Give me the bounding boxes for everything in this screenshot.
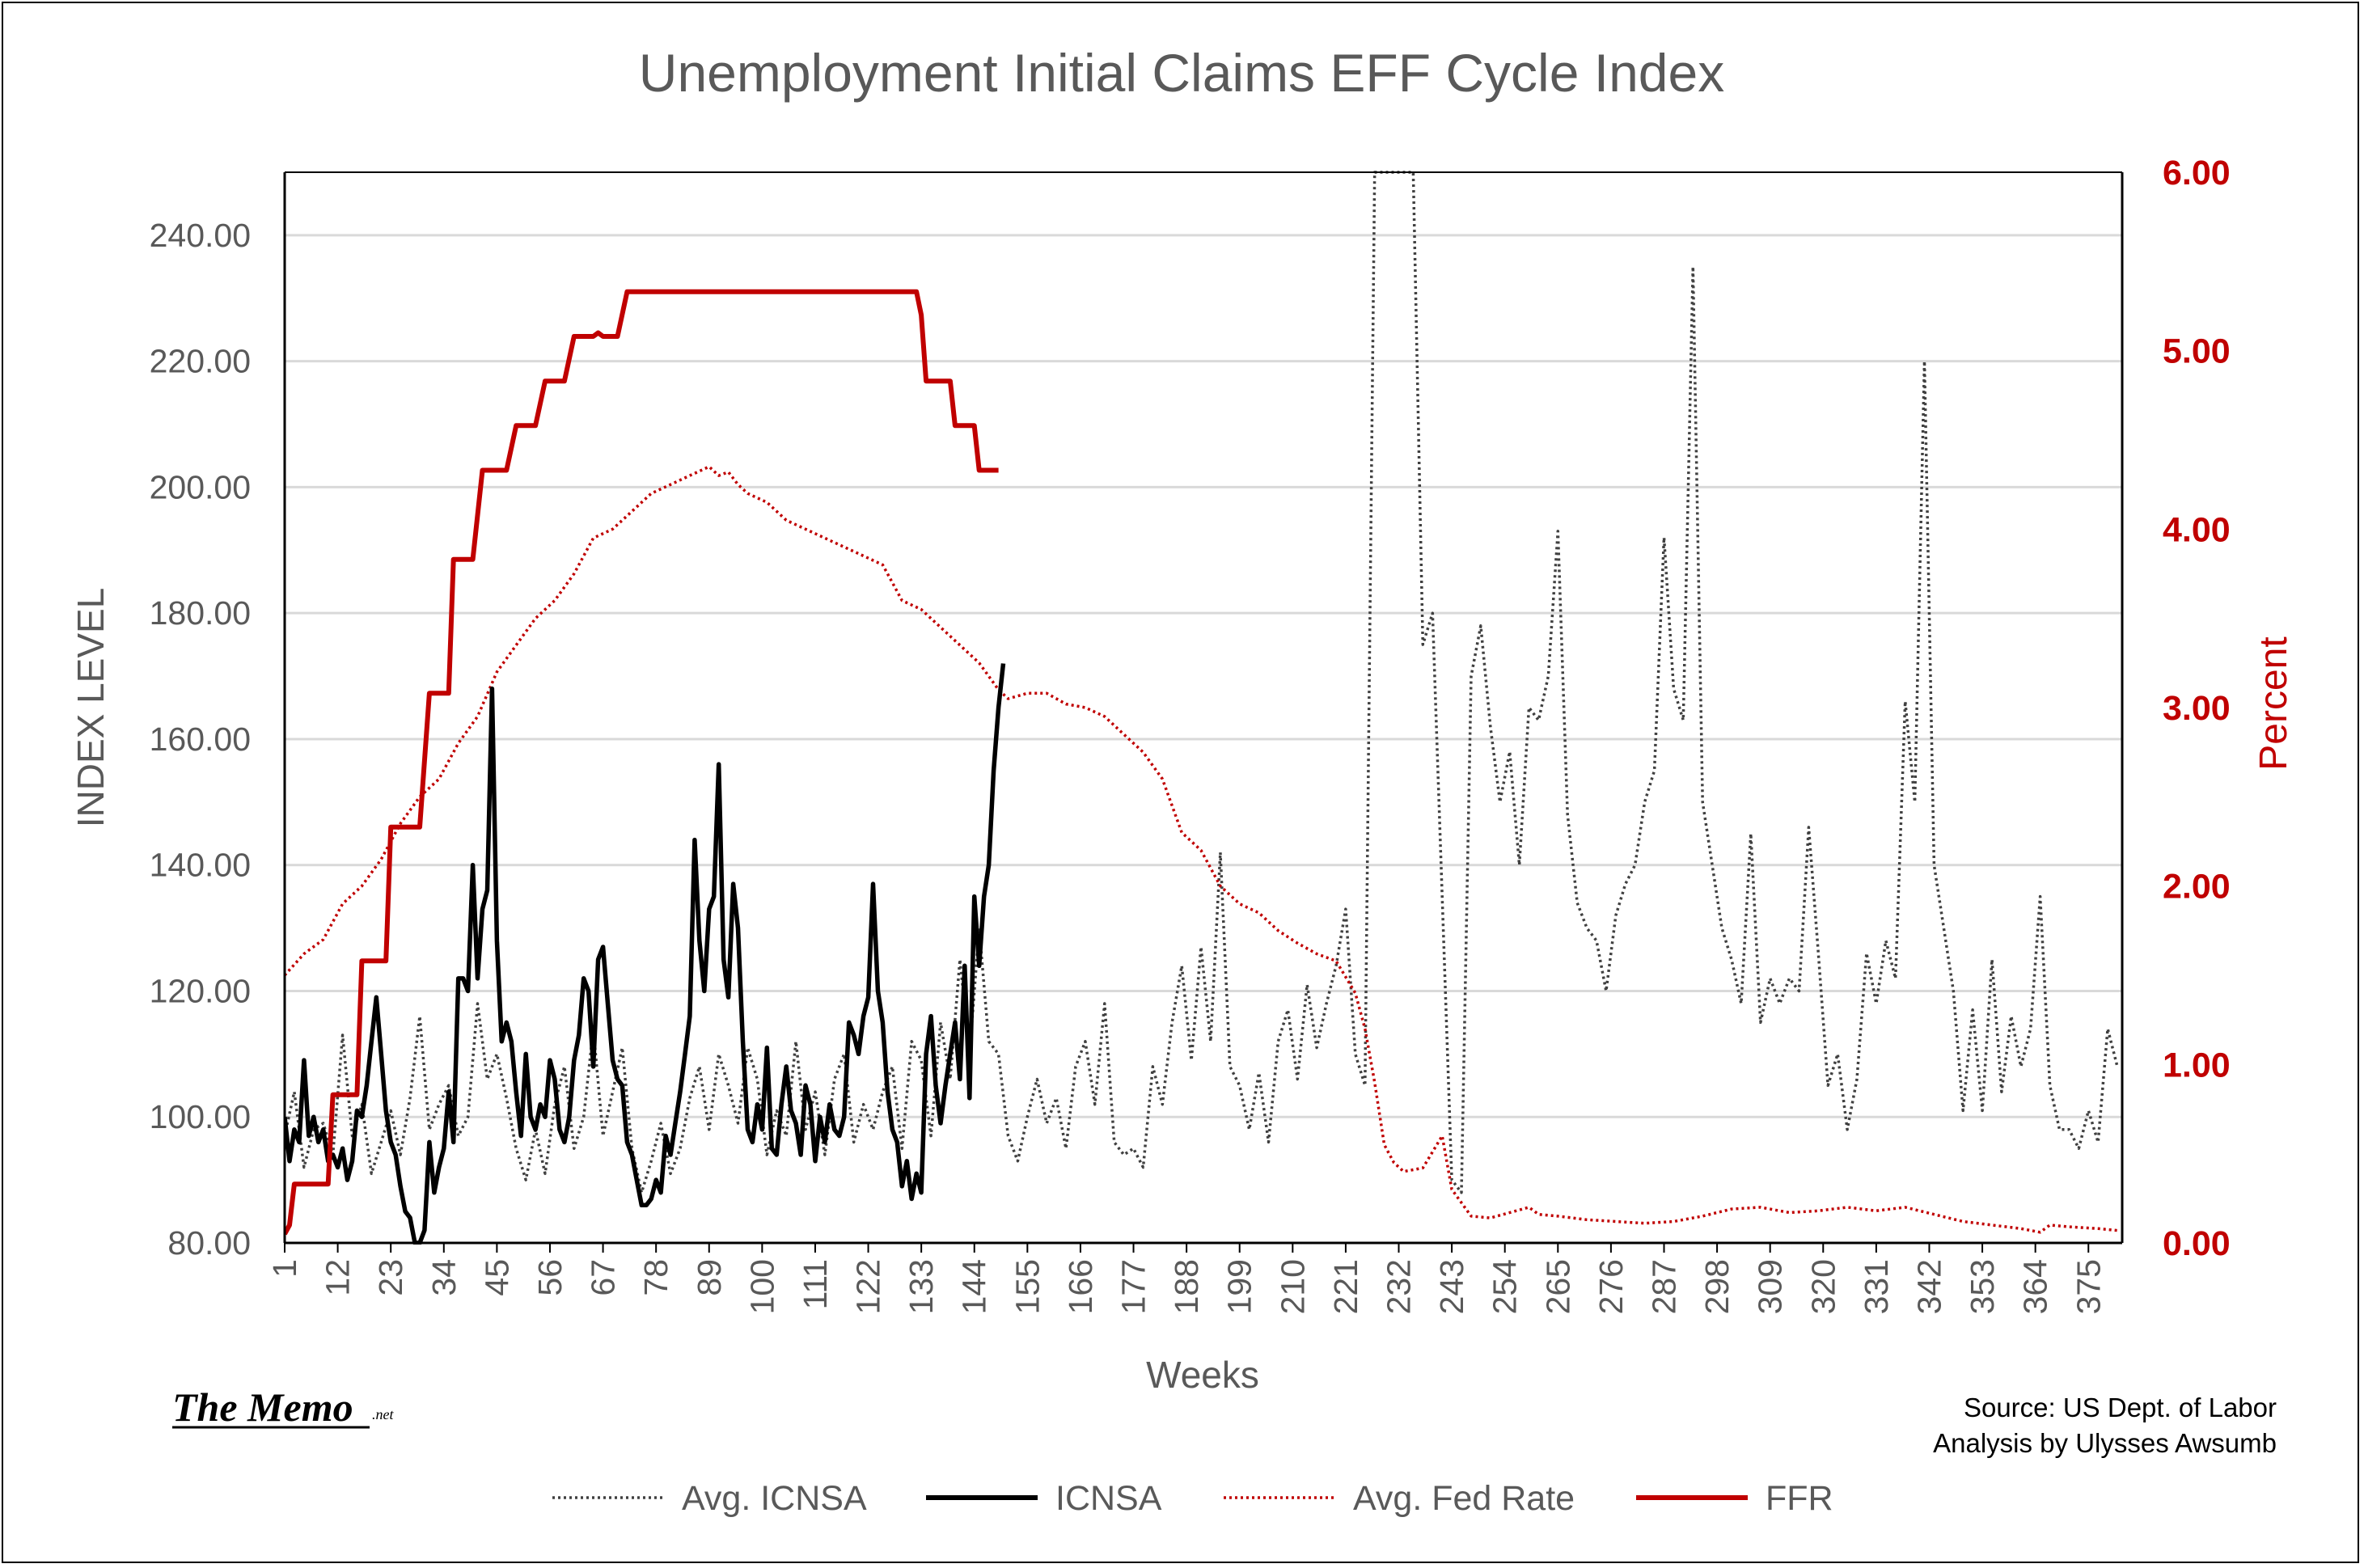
y-tick-label: 120.00 — [150, 972, 251, 1009]
x-tick-label: 111 — [797, 1259, 834, 1309]
x-tick-label: 45 — [478, 1259, 515, 1296]
axes-layer — [283, 171, 2124, 1245]
source-line-1: Source: US Dept. of Labor — [1964, 1393, 2277, 1422]
y-axis-label: INDEX LEVEL — [70, 588, 112, 828]
y2-tick-label: 6.00 — [2163, 154, 2231, 192]
x-tick-label: 100 — [743, 1259, 780, 1314]
x-tick-label: 221 — [1327, 1259, 1364, 1314]
x-tick-label: 23 — [372, 1259, 409, 1296]
left-axis-ticks: 80.00 100.00 120.00 140.00 160.00 180.00 200.0… — [150, 217, 251, 1262]
legend: Avg. ICNSA ICNSA Avg. Fed Rate FFR — [552, 1479, 1833, 1518]
x-tick-label: 353 — [1964, 1259, 2001, 1314]
y-tick-label: 160.00 — [150, 721, 251, 758]
x-tick-label: 287 — [1645, 1259, 1682, 1314]
x-tick-label: 276 — [1592, 1259, 1630, 1314]
x-tick-label: 78 — [637, 1259, 675, 1296]
x-tick-label: 177 — [1115, 1259, 1152, 1314]
x-tick-label: 375 — [2070, 1259, 2107, 1314]
x-tick-label: 243 — [1433, 1259, 1470, 1314]
source-line-2: Analysis by Ulysses Awsumb — [1933, 1428, 2277, 1458]
right-axis-ticks: 0.00 1.00 2.00 3.00 4.00 5.00 6.00 — [2163, 154, 2231, 1263]
x-tick-label: 34 — [425, 1259, 463, 1296]
y2-tick-label: 1.00 — [2163, 1046, 2231, 1084]
y2-axis-label: Percent — [2252, 636, 2295, 770]
y-tick-label: 80.00 — [167, 1224, 251, 1262]
brand-name: The Memo — [172, 1384, 353, 1430]
y2-tick-label: 4.00 — [2163, 510, 2231, 549]
series-line-icnsa — [285, 663, 1006, 1245]
legend-label-ffr: FFR — [1766, 1479, 1833, 1518]
x-tick-label: 67 — [585, 1259, 622, 1296]
y-tick-label: 200.00 — [150, 468, 251, 505]
x-tick-label: 56 — [531, 1259, 569, 1296]
x-tick-label: 309 — [1752, 1259, 1789, 1314]
x-tick-label: 155 — [1009, 1259, 1046, 1314]
x-tick-label: 254 — [1486, 1259, 1524, 1314]
x-tick-label: 210 — [1274, 1259, 1311, 1314]
x-tick-label: 122 — [850, 1259, 887, 1314]
x-tick-label: 232 — [1381, 1259, 1418, 1314]
x-tick-label: 342 — [1910, 1259, 1947, 1314]
y-tick-label: 240.00 — [150, 217, 251, 254]
x-tick-label: 298 — [1698, 1259, 1736, 1314]
x-tick-label: 364 — [2017, 1259, 2054, 1314]
y-tick-label: 100.00 — [150, 1098, 251, 1135]
x-axis-label: Weeks — [1146, 1354, 1259, 1396]
x-tick-label: 199 — [1221, 1259, 1258, 1314]
x-tick-label: 188 — [1168, 1259, 1205, 1314]
series-layer — [285, 171, 2119, 1245]
brand-logo: The Memo .net — [172, 1384, 394, 1430]
x-tick-label: 1 — [266, 1259, 303, 1278]
legend-label-avg-icnsa: Avg. ICNSA — [682, 1479, 867, 1518]
y-tick-label: 140.00 — [150, 847, 251, 884]
y-tick-label: 180.00 — [150, 594, 251, 632]
x-tick-label: 12 — [319, 1259, 357, 1296]
y2-tick-label: 0.00 — [2163, 1224, 2231, 1263]
x-tick-label: 144 — [956, 1259, 993, 1314]
legend-label-icnsa: ICNSA — [1055, 1479, 1162, 1518]
x-tick-label: 166 — [1062, 1259, 1099, 1314]
y2-tick-label: 5.00 — [2163, 332, 2231, 371]
series-line-avg-fed-rate — [285, 465, 2118, 1234]
x-axis-ticks: 1 12 23 34 45 56 67 78 89 100 111 122 133 144 155 166 17… — [266, 1243, 2107, 1314]
y2-tick-label: 2.00 — [2163, 868, 2231, 907]
legend-label-avg-fed-rate: Avg. Fed Rate — [1353, 1479, 1575, 1518]
y2-tick-label: 3.00 — [2163, 689, 2231, 728]
series-line-ffr — [285, 289, 999, 1236]
gridlines — [285, 234, 2122, 1118]
x-tick-label: 320 — [1804, 1259, 1842, 1314]
x-tick-label: 89 — [691, 1259, 728, 1296]
x-tick-label: 265 — [1539, 1259, 1576, 1314]
x-tick-label: 133 — [903, 1259, 940, 1314]
chart-title: Unemployment Initial Claims EFF Cycle In… — [639, 43, 1724, 103]
x-tick-label: 331 — [1858, 1259, 1895, 1314]
series-line-avg-icnsa — [285, 171, 2119, 1194]
y-tick-label: 220.00 — [150, 343, 251, 380]
brand-suffix: .net — [372, 1406, 394, 1422]
